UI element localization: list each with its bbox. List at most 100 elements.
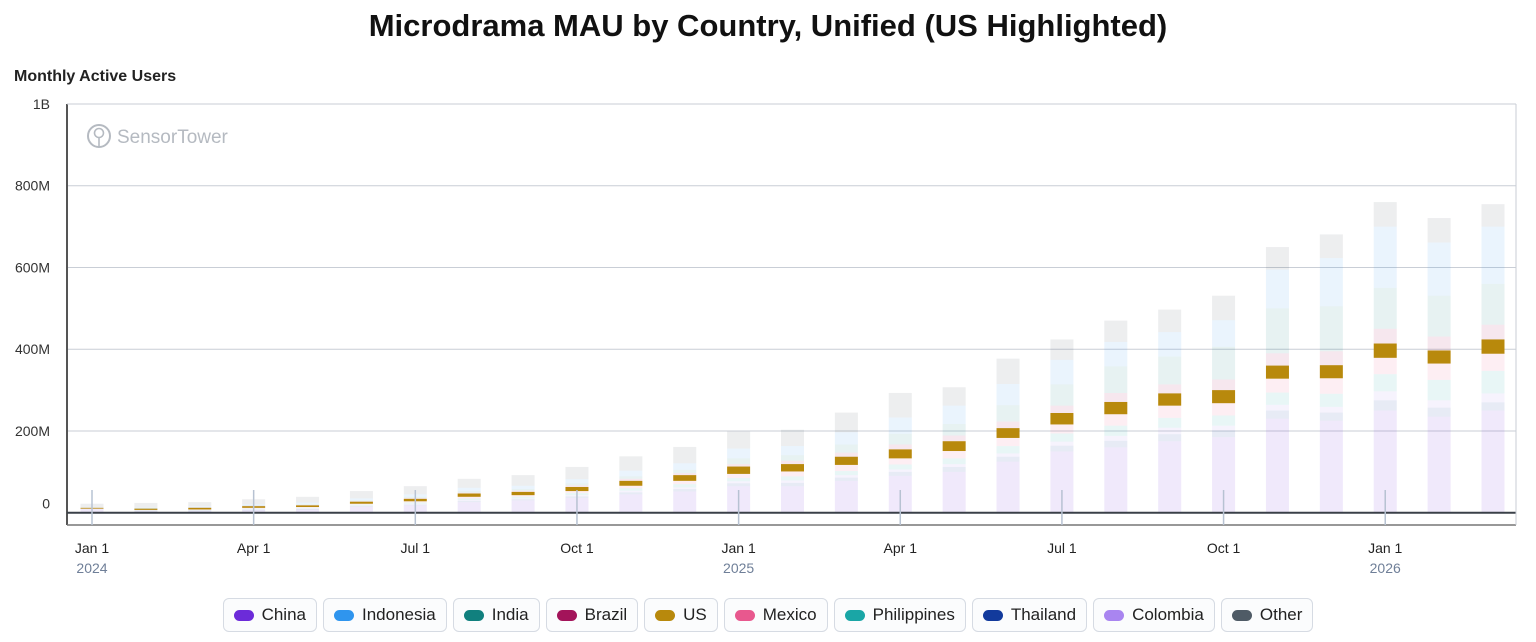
bar-brazil-2025-06[interactable] [996, 421, 1020, 429]
bar-us-2025-06[interactable] [996, 428, 1020, 438]
bar-stack-2024-03[interactable] [188, 502, 212, 513]
bar-indonesia-2025-10[interactable] [1212, 320, 1236, 347]
bar-brazil-2024-10[interactable] [565, 485, 589, 487]
bar-other-2026-01[interactable] [1373, 202, 1397, 227]
bar-philippines-2025-11[interactable] [1265, 392, 1289, 405]
bar-india-2024-03[interactable] [188, 507, 212, 508]
bar-indonesia-2025-06[interactable] [996, 383, 1020, 406]
bar-indonesia-2026-03[interactable] [1481, 226, 1505, 284]
bar-colombia-2024-12[interactable] [673, 487, 697, 490]
bar-other-2025-08[interactable] [1104, 320, 1128, 342]
bar-us-2024-11[interactable] [619, 480, 643, 486]
bar-indonesia-2026-01[interactable] [1373, 226, 1397, 288]
bar-us-2026-03[interactable] [1481, 339, 1505, 354]
bar-mexico-2025-08[interactable] [1104, 414, 1128, 426]
bar-philippines-2025-05[interactable] [942, 458, 966, 465]
legend-item-china[interactable]: China [222, 598, 317, 632]
bar-other-2025-03[interactable] [834, 412, 858, 433]
bar-other-2024-09[interactable] [511, 475, 535, 486]
bar-colombia-2025-09[interactable] [1158, 427, 1182, 435]
bar-thailand-2025-10[interactable] [1212, 430, 1236, 438]
bar-brazil-2026-03[interactable] [1481, 324, 1505, 340]
bar-brazil-2024-03[interactable] [188, 507, 212, 509]
bar-us-2025-08[interactable] [1104, 401, 1128, 415]
bar-colombia-2025-11[interactable] [1265, 404, 1289, 411]
bar-us-2025-12[interactable] [1319, 365, 1343, 379]
bar-colombia-2024-03[interactable] [188, 510, 212, 511]
bar-other-2024-08[interactable] [457, 478, 481, 488]
bar-india-2024-05[interactable] [296, 504, 320, 505]
bar-thailand-2024-11[interactable] [619, 492, 643, 495]
bar-other-2024-05[interactable] [296, 496, 320, 503]
bar-other-2024-10[interactable] [565, 466, 589, 480]
bar-philippines-2024-11[interactable] [619, 488, 643, 491]
bar-philippines-2026-01[interactable] [1373, 374, 1397, 392]
bar-stack-2026-02[interactable] [1427, 218, 1451, 513]
bar-philippines-2025-02[interactable] [781, 476, 804, 481]
bar-mexico-2025-07[interactable] [1050, 424, 1074, 434]
bar-china-2025-03[interactable] [834, 480, 858, 513]
bar-india-2025-06[interactable] [996, 405, 1020, 422]
bar-china-2024-05[interactable] [296, 509, 320, 513]
bar-thailand-2025-09[interactable] [1158, 434, 1182, 442]
bar-stack-2025-06[interactable] [996, 358, 1020, 513]
bar-stack-2026-03[interactable] [1481, 204, 1505, 513]
bar-us-2025-02[interactable] [781, 464, 804, 472]
legend-item-other[interactable]: Other [1220, 598, 1314, 632]
bar-indonesia-2025-04[interactable] [888, 417, 912, 434]
bar-stack-2025-11[interactable] [1265, 247, 1289, 513]
bar-mexico-2025-01[interactable] [727, 473, 751, 478]
bar-stack-2024-12[interactable] [673, 446, 697, 513]
bar-philippines-2025-09[interactable] [1158, 417, 1182, 428]
legend-item-india[interactable]: India [452, 598, 540, 632]
bar-mexico-2024-12[interactable] [673, 480, 697, 485]
bar-colombia-2024-02[interactable] [134, 510, 158, 512]
bar-philippines-2026-03[interactable] [1481, 370, 1505, 394]
bar-thailand-2025-01[interactable] [727, 483, 751, 487]
bar-indonesia-2024-08[interactable] [457, 487, 481, 492]
bar-stack-2025-09[interactable] [1158, 309, 1182, 513]
bar-stack-2025-03[interactable] [834, 412, 858, 513]
bar-thailand-2026-01[interactable] [1373, 400, 1397, 411]
bar-thailand-2025-08[interactable] [1104, 440, 1128, 448]
bar-india-2025-03[interactable] [834, 444, 858, 453]
bar-stack-2025-08[interactable] [1104, 320, 1128, 513]
bar-colombia-2025-05[interactable] [942, 464, 966, 467]
bar-other-2025-01[interactable] [727, 431, 751, 449]
bar-india-2025-10[interactable] [1212, 346, 1236, 380]
bar-philippines-2025-08[interactable] [1104, 425, 1128, 436]
bar-us-2025-03[interactable] [834, 456, 858, 465]
bar-other-2024-11[interactable] [619, 456, 643, 471]
bar-indonesia-2025-08[interactable] [1104, 341, 1128, 367]
bar-india-2025-05[interactable] [942, 424, 966, 436]
bar-philippines-2024-06[interactable] [349, 504, 373, 506]
bar-brazil-2025-07[interactable] [1050, 405, 1074, 414]
bar-india-2024-09[interactable] [511, 489, 535, 491]
bar-us-2024-12[interactable] [673, 475, 697, 481]
bar-colombia-2025-12[interactable] [1319, 406, 1343, 413]
bar-other-2025-07[interactable] [1050, 339, 1074, 360]
bar-other-2026-03[interactable] [1481, 204, 1505, 227]
bar-brazil-2025-12[interactable] [1319, 351, 1343, 366]
bar-brazil-2025-08[interactable] [1104, 392, 1128, 402]
bar-us-2024-05[interactable] [296, 505, 320, 508]
bar-indonesia-2025-12[interactable] [1319, 258, 1343, 307]
bar-china-2026-01[interactable] [1373, 410, 1397, 513]
bar-india-2024-02[interactable] [134, 508, 158, 509]
bar-philippines-2024-05[interactable] [296, 507, 320, 509]
bar-brazil-2024-08[interactable] [457, 492, 481, 494]
bar-stack-2025-12[interactable] [1319, 234, 1343, 513]
bar-indonesia-2024-02[interactable] [134, 507, 158, 509]
bar-thailand-2025-06[interactable] [996, 456, 1020, 462]
bar-brazil-2024-11[interactable] [619, 478, 643, 481]
bar-china-2024-12[interactable] [673, 491, 697, 513]
legend-item-colombia[interactable]: Colombia [1093, 598, 1215, 632]
legend-item-philippines[interactable]: Philippines [833, 598, 966, 632]
bar-brazil-2025-10[interactable] [1212, 379, 1236, 391]
bar-indonesia-2025-03[interactable] [834, 432, 858, 445]
bar-india-2024-06[interactable] [349, 500, 373, 502]
bar-india-2024-12[interactable] [673, 469, 697, 474]
bar-us-2024-09[interactable] [511, 491, 535, 496]
bar-thailand-2024-03[interactable] [188, 510, 212, 512]
bar-indonesia-2025-11[interactable] [1265, 269, 1289, 309]
